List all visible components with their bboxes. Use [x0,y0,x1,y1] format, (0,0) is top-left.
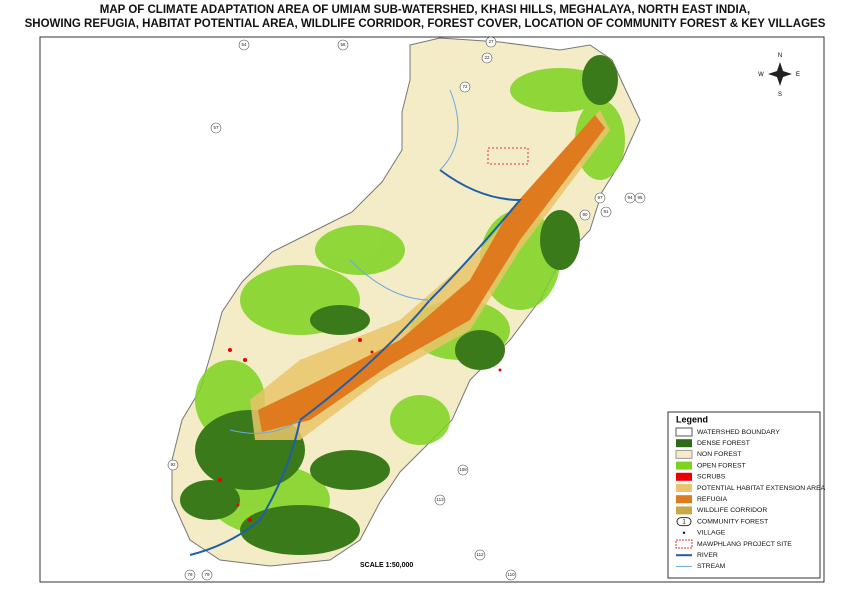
stream [229,89,459,434]
community-forest-label: 113 [436,497,444,502]
legend-label: COMMUNITY FOREST [697,518,768,525]
legend-label: POTENTIAL HABITAT EXTENSION AREA [697,485,826,492]
community-forest-label: 94 [627,195,633,200]
legend-swatch [676,495,692,504]
legend-swatch [676,484,692,492]
legend: Legend WATERSHED BOUNDARY DENSE FOREST NON… [667,411,826,579]
dense-forest [180,55,618,555]
legend-swatch [676,461,692,470]
project-site [487,147,529,165]
legend-swatch [676,472,692,481]
community-forest-label: 54 [241,42,247,47]
community-forest-label: 57 [213,125,219,130]
legend-label: REFUGIA [697,496,728,503]
community-forest [201,569,213,581]
community-forest-label: 112 [476,552,484,557]
community-forest-label: 95 [637,195,643,200]
community-forest-label: 97 [597,195,603,200]
map-title-line: SHOWING REFUGIA, HABITAT POTENTIAL AREA,… [25,18,826,30]
community-forest-label: 108 [459,467,467,472]
compass-e: E [796,72,800,78]
community-forest [579,209,591,221]
legend-swatch [676,517,692,527]
community-forest [474,549,486,561]
community-forest-label: 72 [462,84,468,89]
community-forest [184,569,196,581]
community-forest [481,52,493,64]
legend-swatch [675,427,693,437]
community-forest [434,494,446,506]
community-forest [485,36,497,48]
community-forest-label: 27 [488,39,494,44]
legend-swatch [676,506,692,515]
legend-label: WILDLIFE CORRIDOR [697,507,767,514]
community-forest [624,192,636,204]
community-forest [459,81,471,93]
community-forest-label: 92 [170,462,176,467]
potential-habitat [250,110,610,440]
scale: SCALE 1:50,000 [360,562,413,569]
community-forest [167,459,179,471]
legend-label: NON FOREST [697,451,742,458]
community-forest-label: 56 [340,42,346,47]
community-forest [505,569,517,581]
community-forest-label: 110 [507,572,515,577]
community-forest-label: 22 [484,55,490,60]
map-title-line: MAP OF CLIMATE ADAPTATION AREA OF UMIAM … [100,4,750,16]
community-forest-label: 90 [582,212,588,217]
legend-box [667,411,821,579]
refugia [258,115,605,432]
compass: N E S W [758,53,800,98]
community-forest [238,39,250,51]
legend-label: WATERSHED BOUNDARY [697,429,780,436]
legend-swatch [676,439,692,448]
compass-w: W [758,72,764,78]
legend-label: DENSE FOREST [697,440,750,447]
legend-swatch [675,449,693,459]
community-forest [457,464,469,476]
legend-symbol: 1 [682,520,686,526]
scrubs [218,338,502,522]
compass-n: N [778,53,782,59]
community-forests: 54 56 57 27 22 72 95 90 91 108 113 112 110 78 79 92 94 97 [167,36,646,581]
river [189,169,523,556]
community-forest [210,122,222,134]
legend-label: SCRUBS [697,474,726,481]
legend-label: RIVER [697,552,718,559]
legend-label: STREAM [697,563,726,570]
legend-title: Legend [676,414,708,424]
community-forest [337,39,349,51]
compass-s: S [778,92,782,98]
legend-label: VILLAGE [697,530,726,537]
legend-swatch [675,539,693,549]
community-forest-label: 78 [187,572,193,577]
legend-label: MAWPHLANG PROJECT SITE [697,541,792,548]
community-forest-label: 79 [204,572,210,577]
community-forest [594,192,606,204]
community-forest [600,206,612,218]
legend-swatch [682,531,686,534]
legend-label: OPEN FOREST [697,462,746,469]
community-forest-label: 91 [603,209,609,214]
